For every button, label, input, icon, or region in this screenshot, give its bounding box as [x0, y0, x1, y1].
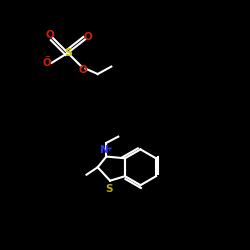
Text: O: O	[46, 30, 54, 40]
Text: O: O	[43, 58, 51, 68]
Text: −: −	[44, 54, 50, 60]
Text: S: S	[105, 184, 112, 194]
Text: +: +	[106, 146, 112, 152]
Text: S: S	[64, 48, 72, 58]
Text: O: O	[84, 32, 92, 42]
Text: N: N	[100, 145, 109, 155]
Text: O: O	[78, 65, 87, 75]
